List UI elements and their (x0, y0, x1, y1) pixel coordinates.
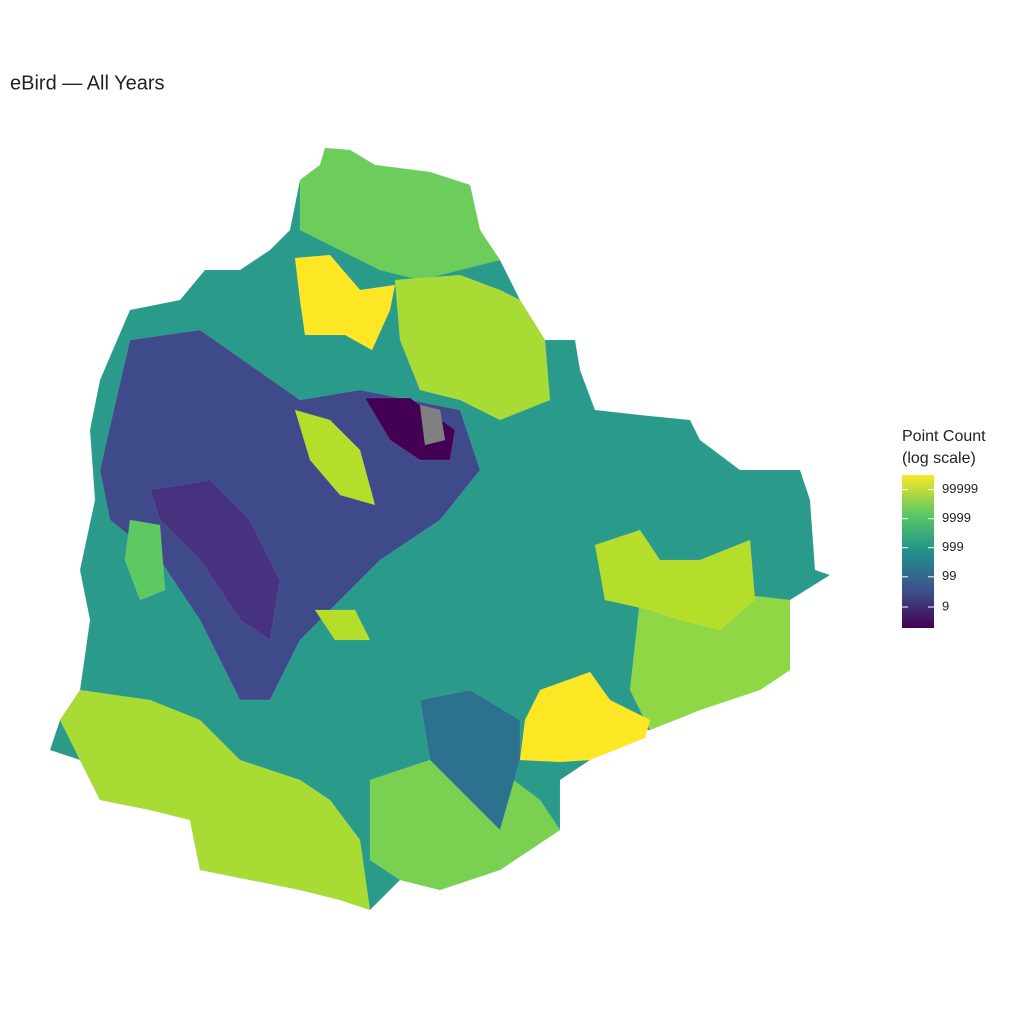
map (49, 147, 832, 911)
region (124, 519, 166, 601)
map-title: eBird — All Years (10, 72, 165, 94)
legend-tick-label: 99999 (942, 481, 978, 496)
region (59, 689, 371, 911)
region (519, 671, 651, 763)
region (364, 397, 456, 461)
legend-tick-label: 999 (942, 539, 964, 554)
region (149, 479, 281, 641)
legend-tick-label: 99 (942, 568, 956, 583)
legend-tick-label: 9 (942, 598, 949, 613)
region (294, 254, 396, 351)
region (314, 609, 371, 641)
region (299, 147, 501, 281)
region (594, 529, 756, 631)
legend-title: Point Count (902, 428, 986, 445)
legend-tick-label: 9999 (942, 510, 971, 525)
region (394, 274, 551, 421)
region (294, 409, 376, 506)
region (419, 689, 521, 831)
legend-title: (log scale) (902, 450, 976, 467)
region (419, 404, 446, 446)
colorbar (902, 475, 934, 628)
